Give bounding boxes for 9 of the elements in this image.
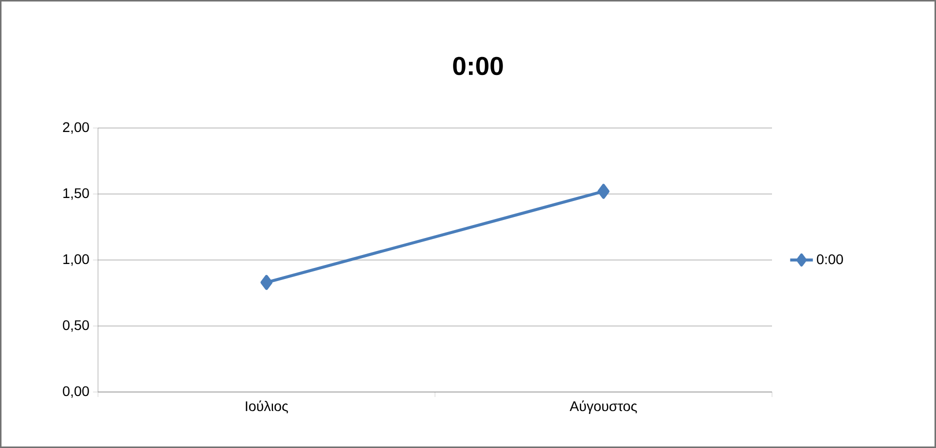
y-tick-label: 1,50 bbox=[63, 188, 89, 200]
chart-title: 0:00 bbox=[453, 56, 503, 76]
x-tick-label: Ιούλιος bbox=[246, 400, 288, 414]
y-tick-label: 1,00 bbox=[63, 254, 89, 266]
x-tick-label: Αύγουστος bbox=[570, 400, 637, 414]
y-tick-label: 0,00 bbox=[62, 386, 89, 398]
y-tick-label: 0,50 bbox=[62, 320, 89, 332]
legend-label: 0:00 bbox=[816, 254, 843, 264]
y-tick-label: 2,00 bbox=[63, 122, 89, 134]
